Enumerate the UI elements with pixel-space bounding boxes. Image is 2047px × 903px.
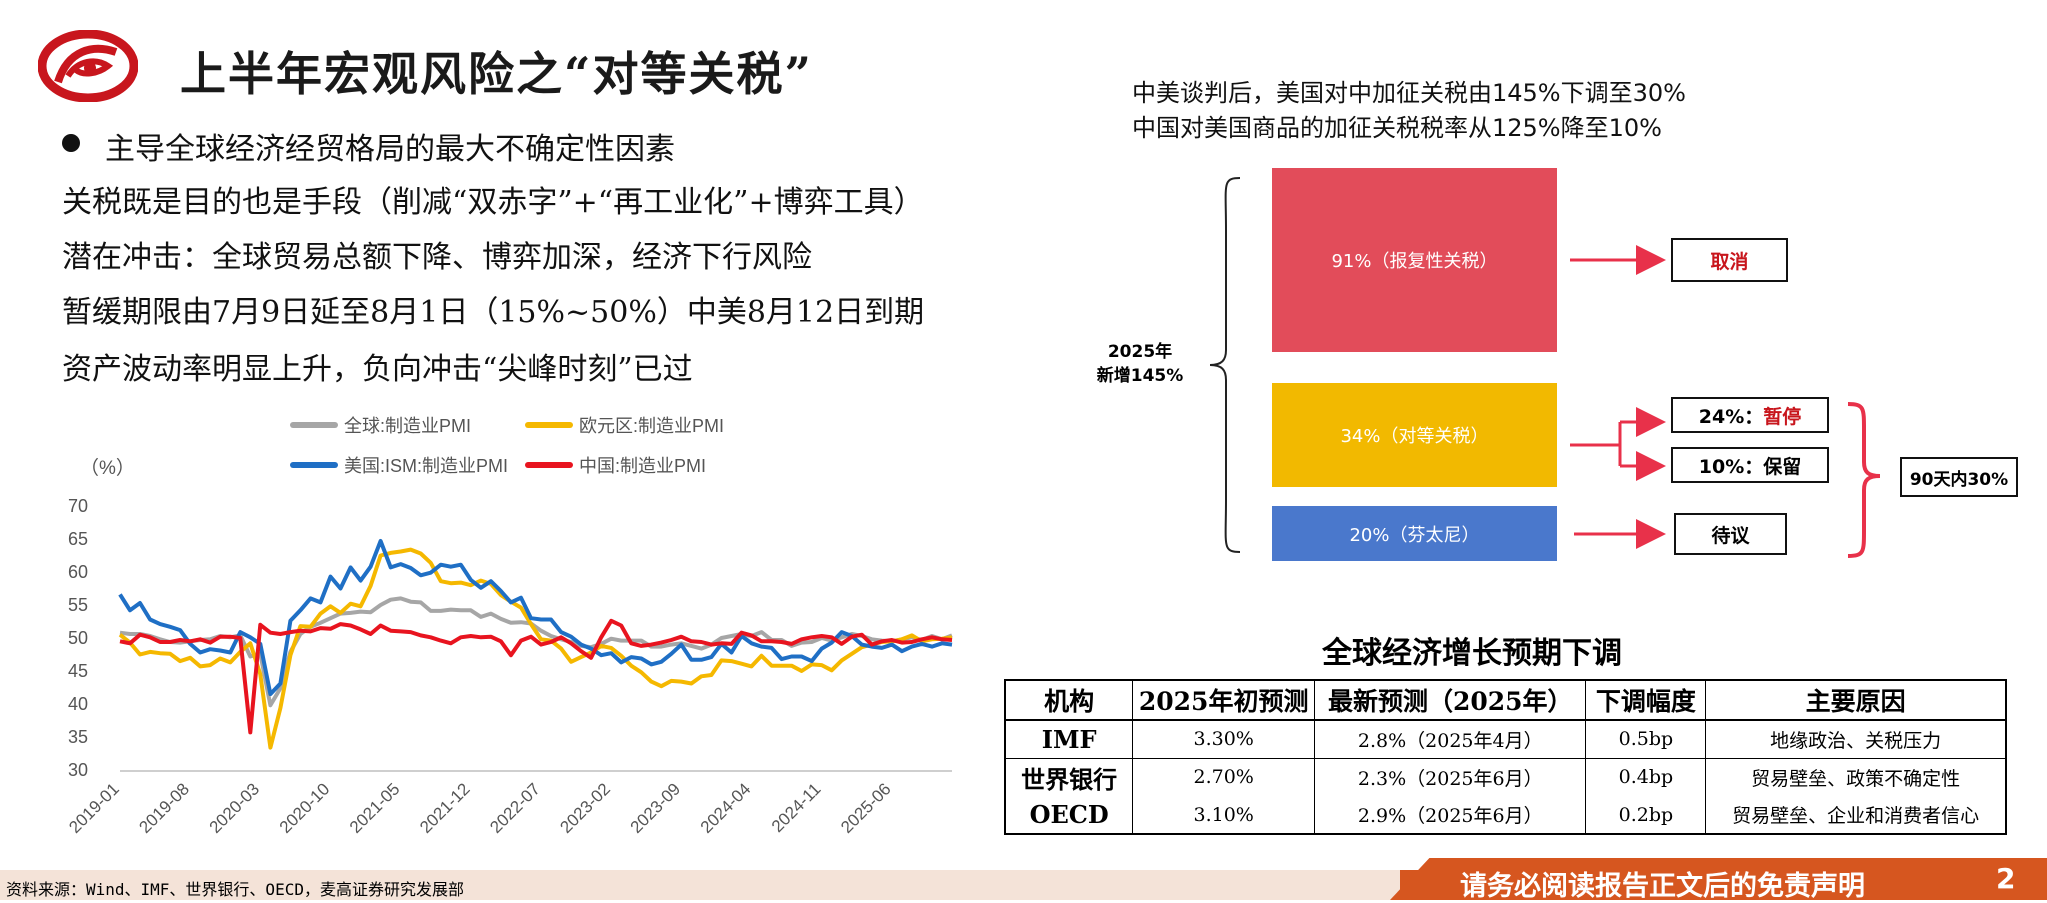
bullet-line-3: 暂缓期限由7月9日延至8月1日（15%~50%）中美8月12日到期 xyxy=(62,295,925,330)
pause-prefix: 24%： xyxy=(1698,405,1764,428)
page-title: 上半年宏观风险之“对等关税” xyxy=(180,47,813,101)
header-initial: 2025年初预测 xyxy=(1132,680,1315,721)
cancel-box: 取消 xyxy=(1671,238,1788,282)
bullet-line-1: 关税既是目的也是手段（削减“双赤字”+“再工业化”+博弈工具） xyxy=(62,185,924,220)
y-tick-label: 50 xyxy=(68,628,88,648)
cell-reason: 贸易壁垒、政策不确定性 xyxy=(1751,767,1961,790)
legend-eurozone: 欧元区:制造业PMI xyxy=(525,412,724,438)
x-tick-label: 2019-01 xyxy=(65,779,123,837)
table-row: 世界银行 2.70% 2.3%（2025年6月） 0.4bp 贸易壁垒、政策不确… xyxy=(1005,758,2006,796)
negotiation-line-1: 中美谈判后，美国对中加征关税由145%下调至30% xyxy=(1132,79,1686,107)
x-tick-label: 2024-04 xyxy=(697,779,755,837)
bracket-label-year: 2025年 xyxy=(1107,342,1173,362)
cell-org: IMF xyxy=(1005,720,1134,759)
cell-latest: 2.9%（2025年6月） xyxy=(1314,796,1587,834)
cell-initial: 3.10% xyxy=(1132,796,1315,834)
cell-org: OECD xyxy=(1005,796,1134,834)
tariff-bracket xyxy=(1209,177,1241,553)
table-header-row: 机构 2025年初预测 最新预测（2025年） 下调幅度 主要原因 xyxy=(1005,680,2006,721)
bracket-label: 2025年 新增145% xyxy=(1090,340,1190,388)
header-cut: 下调幅度 xyxy=(1585,680,1707,721)
forecast-table: 机构 2025年初预测 最新预测（2025年） 下调幅度 主要原因 IMF 3.… xyxy=(1004,679,2007,835)
negotiation-line-2: 中国对美国商品的加征关税税率从125%降至10% xyxy=(1132,114,1662,142)
x-tick-label: 2021-05 xyxy=(346,779,404,837)
footer-bar-light xyxy=(0,870,1400,900)
y-tick-label: 45 xyxy=(68,661,88,681)
y-tick-label: 40 xyxy=(68,694,88,714)
retaliatory-tariff-block: 91%（报复性关税） xyxy=(1272,168,1557,352)
cell-initial: 3.30% xyxy=(1132,720,1315,759)
legend-us: 美国:ISM:制造业PMI xyxy=(290,452,508,478)
header-org: 机构 xyxy=(1005,680,1134,721)
pause-word: 暂停 xyxy=(1763,405,1802,428)
footer-source: 资料来源：Wind、IMF、世界银行、OECD，麦高证券研究发展部 xyxy=(6,880,464,899)
y-tick-label: 35 xyxy=(68,727,88,747)
cell-latest: 2.8%（2025年4月） xyxy=(1314,720,1587,759)
legend-china: 中国:制造业PMI xyxy=(525,452,706,478)
x-tick-label: 2024-11 xyxy=(768,779,825,836)
y-tick-label: 65 xyxy=(68,529,88,549)
y-tick-label: 70 xyxy=(68,496,88,516)
red-bracket xyxy=(1847,402,1881,558)
y-tick-label: 30 xyxy=(68,760,88,780)
series-line-3 xyxy=(119,618,953,735)
bracket-label-amount: 新增145% xyxy=(1096,366,1184,386)
footer-accent xyxy=(1390,858,2047,900)
table-row: OECD 3.10% 2.9%（2025年6月） 0.2bp 贸易壁垒、企业和消… xyxy=(1005,796,2006,834)
cell-cut: 0.2bp xyxy=(1585,796,1707,834)
x-tick-label: 2020-03 xyxy=(206,779,264,837)
cell-org: 世界银行 xyxy=(1005,758,1134,796)
page-number: 2 xyxy=(1996,862,2016,895)
cell-latest: 2.3%（2025年6月） xyxy=(1314,758,1587,796)
x-tick-label: 2022-07 xyxy=(486,779,544,837)
legend-global: 全球:制造业PMI xyxy=(290,412,471,438)
reciprocal-tariff-block: 34%（对等关税） xyxy=(1272,383,1557,487)
cell-initial: 2.70% xyxy=(1132,758,1315,796)
ninety-days-box: 90天内30% xyxy=(1900,457,2018,497)
series-line-1 xyxy=(118,547,953,750)
bullet-heading: 主导全球经济经贸格局的最大不确定性因素 xyxy=(105,132,675,167)
y-tick-label: 60 xyxy=(68,562,88,582)
y-unit-label: （%） xyxy=(80,458,135,479)
cell-reason: 地缘政治、关税压力 xyxy=(1705,720,2006,759)
cell-cut: 0.5bp xyxy=(1585,720,1707,759)
x-tick-label: 2019-08 xyxy=(135,779,193,837)
x-tick-label: 2023-09 xyxy=(627,779,685,837)
cell-cut: 0.4bp xyxy=(1585,758,1707,796)
footer-disclaimer: 请务必阅读报告正文后的免责声明 xyxy=(1460,871,1865,902)
company-logo xyxy=(38,30,138,102)
bullet-line-4: 资产波动率明显上升，负向冲击“尖峰时刻”已过 xyxy=(62,352,693,387)
header-latest: 最新预测（2025年） xyxy=(1314,680,1587,721)
pending-box: 待议 xyxy=(1674,513,1787,555)
cell-reason: 贸易壁垒、企业和消费者信心 xyxy=(1732,805,1980,827)
forecast-table-title: 全球经济增长预期下调 xyxy=(1322,636,1622,671)
header-reason: 主要原因 xyxy=(1705,680,2006,721)
fentanyl-tariff-block: 20%（芬太尼） xyxy=(1272,506,1557,561)
x-tick-label: 2020-10 xyxy=(276,779,334,837)
x-tick-label: 2021-12 xyxy=(416,779,474,837)
pause-box: 24%： 暂停 xyxy=(1671,397,1829,433)
bullet-dot xyxy=(62,134,80,152)
y-tick-label: 55 xyxy=(68,595,88,615)
table-row: IMF 3.30% 2.8%（2025年4月） 0.5bp 地缘政治、关税压力 xyxy=(1005,720,2006,759)
bullet-line-2: 潜在冲击：全球贸易总额下降、博弈加深，经济下行风险 xyxy=(62,240,812,275)
x-tick-label: 2025-06 xyxy=(837,779,895,837)
keep-box: 10%：保留 xyxy=(1671,447,1829,483)
x-tick-label: 2023-02 xyxy=(556,779,614,837)
tariff-arrows xyxy=(1570,245,1666,549)
